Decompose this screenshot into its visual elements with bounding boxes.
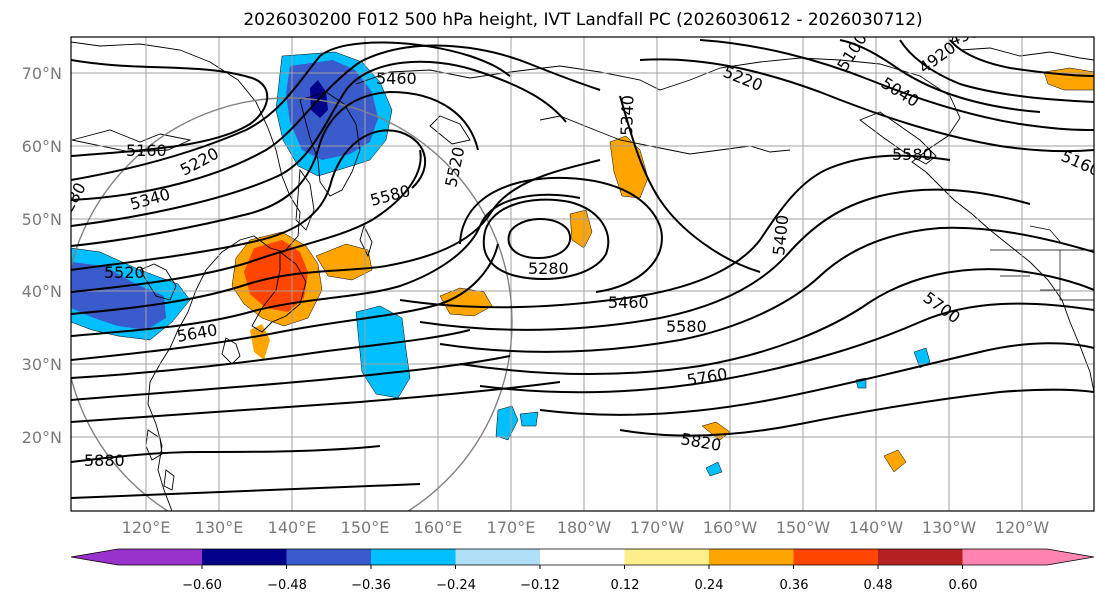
contour-label: 5460 xyxy=(376,69,417,88)
longitude-labels: 120°E 130°E 140°E 150°E 160°E 170°E 180°… xyxy=(122,518,1050,537)
colorbar-outline xyxy=(70,548,1095,566)
positive-anomaly-pacific-1 xyxy=(439,287,493,317)
map-panel: 5460 5160 5220 5340 5520 5640 5880 5580 … xyxy=(71,37,1094,511)
colorbar-tick-label: −0.12 xyxy=(520,578,560,593)
figure-title: 2026030200 F012 500 hPa height, IVT Land… xyxy=(243,10,922,30)
colorbar-extend-high xyxy=(1047,549,1094,565)
contour-label: 5280 xyxy=(528,259,569,278)
borders xyxy=(990,225,1094,301)
contour-label: 5580 xyxy=(666,317,707,336)
lon-label: 120°E xyxy=(122,518,171,537)
lon-label: 140°W xyxy=(849,518,904,537)
lat-label: 30°N xyxy=(22,355,62,374)
map-frame xyxy=(70,36,1095,512)
latitude-labels: 70°N 60°N 50°N 40°N 30°N 20°N xyxy=(22,64,62,447)
contour-label: 5400 xyxy=(769,214,792,256)
lon-label: 150°E xyxy=(341,518,390,537)
lon-label: 130°W xyxy=(922,518,977,537)
colorbar-tick-label: 0.24 xyxy=(695,578,724,593)
lon-label: 130°E xyxy=(195,518,244,537)
positive-anomaly-bering xyxy=(609,135,649,199)
colorbar-tick-label: −0.24 xyxy=(436,578,476,593)
colorbar-tick-label: −0.60 xyxy=(182,578,222,593)
colorbar-tick-label: 0.48 xyxy=(864,578,893,593)
colorbar-segment xyxy=(455,549,540,565)
height-contours xyxy=(71,39,1094,499)
lat-label: 40°N xyxy=(22,282,62,301)
negative-anomaly-hawaii xyxy=(705,347,931,477)
colorbar-tick-label: 0.36 xyxy=(780,578,809,593)
negative-anomaly-subtropics xyxy=(495,405,539,441)
colorbar-segment xyxy=(793,549,878,565)
colorbar-segment xyxy=(878,549,963,565)
colorbar-segment xyxy=(202,549,287,565)
contour-label: 5460 xyxy=(608,293,649,312)
positive-anomaly-subtropical-2 xyxy=(883,449,907,473)
colorbar-tick-label: −0.48 xyxy=(267,578,307,593)
range-circle xyxy=(71,97,513,511)
contour-label: 5520 xyxy=(104,263,145,282)
colorbar-tick-label: 0.12 xyxy=(611,578,640,593)
contour-label: 5160 xyxy=(126,141,167,160)
contour-label: 5340 xyxy=(617,95,637,136)
colorbar-segment xyxy=(540,549,625,565)
contour-label: 5580 xyxy=(892,145,933,164)
lon-label: 170°W xyxy=(630,518,685,537)
contour-label: 5880 xyxy=(84,451,125,470)
gridlines xyxy=(71,37,1094,511)
lon-label: 150°W xyxy=(776,518,831,537)
colorbar-extend-low xyxy=(71,549,118,565)
lon-label: 170°E xyxy=(487,518,536,537)
colorbar: −0.60 −0.48 −0.36 −0.24 −0.12 0.12 0.24 … xyxy=(70,548,1095,593)
lon-label: 160°E xyxy=(414,518,463,537)
lat-label: 20°N xyxy=(22,428,62,447)
colorbar-segment xyxy=(371,549,456,565)
lon-label: 120°W xyxy=(995,518,1050,537)
lat-label: 50°N xyxy=(22,210,62,229)
colorbar-tick-label: −0.36 xyxy=(351,578,391,593)
lat-label: 60°N xyxy=(22,137,62,156)
colorbar-segment xyxy=(118,549,202,565)
lon-label: 180°W xyxy=(557,518,612,537)
colorbar-segment xyxy=(286,549,371,565)
colorbar-segment xyxy=(962,549,1047,565)
lon-label: 140°E xyxy=(268,518,317,537)
lat-label: 70°N xyxy=(22,64,62,83)
colorbar-segment xyxy=(624,549,709,565)
negative-anomaly-china-core xyxy=(71,262,166,330)
colorbar-segment xyxy=(709,549,794,565)
colorbar-tick-label: 0.60 xyxy=(949,578,978,593)
positive-anomaly-japan-south xyxy=(250,324,270,360)
lon-label: 160°W xyxy=(703,518,758,537)
